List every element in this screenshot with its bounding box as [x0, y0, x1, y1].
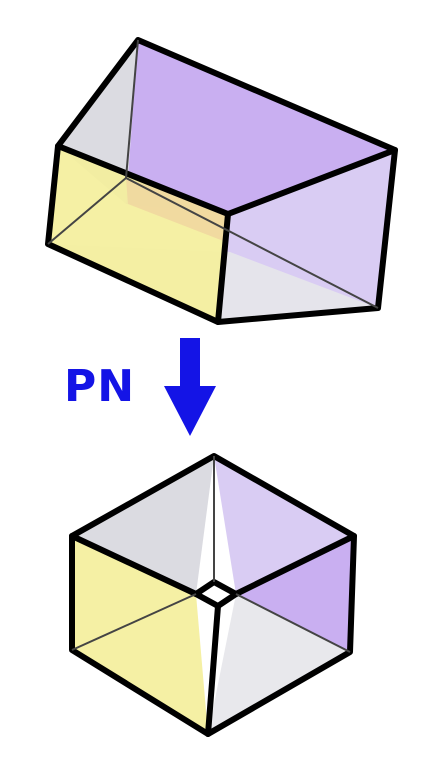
edge-front-right [215, 211, 231, 325]
cube-face-top-left [72, 456, 214, 594]
cube-face-right [236, 536, 354, 652]
edge-inner-1 [125, 39, 139, 179]
cube-face-bottom-right [208, 594, 350, 734]
arrow-head [164, 386, 216, 436]
down-arrow-icon [164, 338, 216, 436]
distorted-polyhedron [45, 37, 398, 325]
arrow-label: PN [64, 361, 136, 412]
edge-top-right [225, 147, 398, 217]
cube-edge-bottom [205, 603, 221, 737]
regular-cube [69, 453, 357, 737]
cube-edge-right-top [233, 533, 357, 597]
front-face-yellow [48, 146, 228, 322]
edge-inner-3 [125, 177, 379, 309]
cube-edge-left-top [69, 533, 199, 597]
overlap-region [126, 178, 228, 242]
cube-inner-2 [71, 593, 197, 651]
edge-front-top [55, 143, 231, 217]
arrow-shaft [180, 338, 200, 390]
edge-inner-2 [47, 177, 127, 245]
top-face-purple [126, 40, 395, 214]
cube-inner-3 [235, 593, 351, 653]
cube-face-top-right [214, 456, 354, 594]
